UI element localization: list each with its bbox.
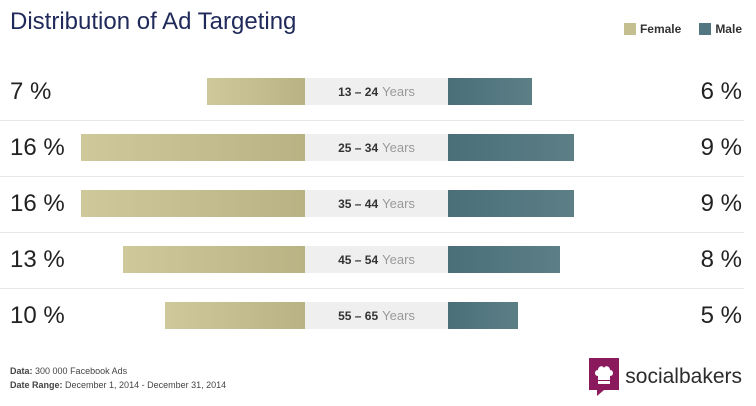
- row-separator: [0, 288, 744, 289]
- row-separator: [0, 120, 744, 121]
- age-range-text: 35 – 44: [338, 196, 379, 211]
- male-data-label: 8 %: [700, 246, 742, 273]
- female-data-label: 7 %: [10, 78, 52, 105]
- male-bar: [448, 246, 560, 273]
- female-bar: [81, 190, 305, 217]
- legend-swatch-female: [623, 23, 636, 35]
- legend-item-female: Female: [623, 22, 682, 36]
- age-unit-text: Years: [382, 308, 415, 323]
- age-unit-text: Years: [382, 252, 415, 267]
- age-group-label: 55 – 65 Years: [305, 302, 448, 329]
- female-data-label: 16 %: [10, 134, 65, 161]
- female-bar: [81, 134, 305, 161]
- legend-item-male: Male: [699, 22, 742, 36]
- age-range-text: 13 – 24: [338, 84, 379, 99]
- chart-title: Distribution of Ad Targeting: [10, 8, 297, 35]
- brand: socialbakers: [589, 358, 742, 396]
- male-bar: [448, 134, 574, 161]
- age-unit-text: Years: [382, 84, 415, 99]
- female-bar: [207, 78, 305, 105]
- age-range-text: 55 – 65: [338, 308, 379, 323]
- male-data-label: 9 %: [700, 190, 742, 217]
- footer-date-range: Date Range: December 1, 2014 - December …: [10, 380, 226, 390]
- male-data-label: 5 %: [700, 302, 742, 329]
- male-bar: [448, 302, 518, 329]
- age-range-text: 45 – 54: [338, 252, 379, 267]
- female-data-label: 10 %: [10, 302, 65, 329]
- footer-data: Data: 300 000 Facebook Ads: [10, 366, 127, 376]
- row-separator: [0, 232, 744, 233]
- row-separator: [0, 176, 744, 177]
- footer-data-label: Data:: [10, 366, 33, 376]
- age-group-label: 25 – 34 Years: [305, 134, 448, 161]
- female-data-label: 16 %: [10, 190, 65, 217]
- chef-hat-icon: [589, 358, 620, 396]
- male-data-label: 9 %: [700, 134, 742, 161]
- age-unit-text: Years: [382, 196, 415, 211]
- female-bar: [165, 302, 305, 329]
- female-bar: [123, 246, 305, 273]
- legend-swatch-male: [699, 23, 712, 35]
- female-data-label: 13 %: [10, 246, 65, 273]
- age-group-label: 45 – 54 Years: [305, 246, 448, 273]
- male-bar: [448, 78, 532, 105]
- age-unit-text: Years: [382, 140, 415, 155]
- legend-label-female: Female: [639, 22, 682, 36]
- footer-data-value: 300 000 Facebook Ads: [35, 366, 128, 376]
- male-data-label: 6 %: [700, 78, 742, 105]
- age-group-label: 35 – 44 Years: [305, 190, 448, 217]
- male-bar: [448, 190, 574, 217]
- footer-range-value: December 1, 2014 - December 31, 2014: [65, 380, 227, 390]
- legend-label-male: Male: [715, 22, 742, 36]
- age-group-label: 13 – 24 Years: [305, 78, 448, 105]
- footer-range-label: Date Range:: [10, 380, 63, 390]
- legend: Female Male: [606, 22, 742, 36]
- age-range-text: 25 – 34: [338, 140, 379, 155]
- brand-name: socialbakers: [625, 365, 742, 388]
